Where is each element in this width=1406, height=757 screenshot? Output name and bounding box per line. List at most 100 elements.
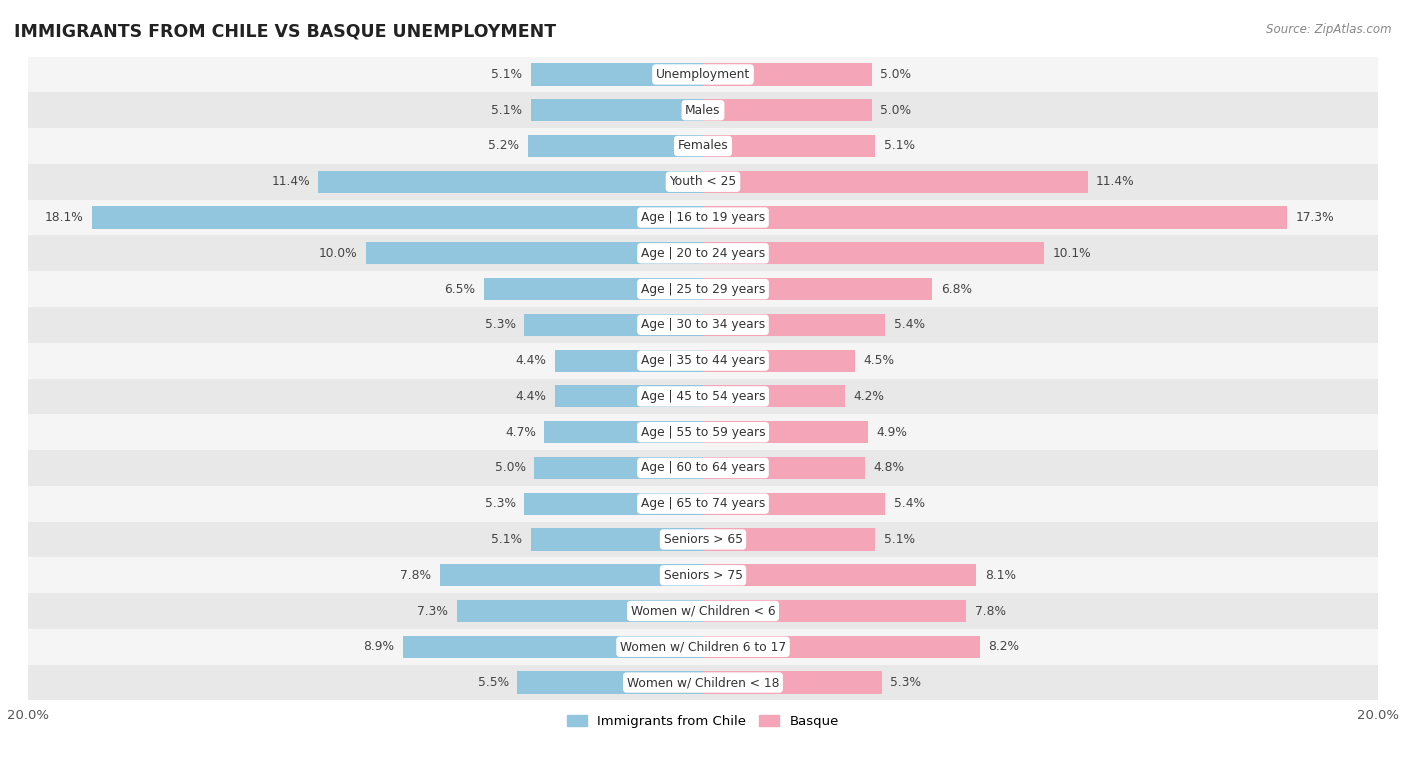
Bar xyxy=(531,64,703,86)
Text: 6.5%: 6.5% xyxy=(444,282,475,295)
Bar xyxy=(703,170,1088,193)
Text: 5.0%: 5.0% xyxy=(880,68,911,81)
Bar xyxy=(703,99,872,121)
Text: 5.1%: 5.1% xyxy=(883,533,914,546)
Bar xyxy=(703,528,875,550)
Bar xyxy=(703,493,886,515)
Text: Age | 65 to 74 years: Age | 65 to 74 years xyxy=(641,497,765,510)
Legend: Immigrants from Chile, Basque: Immigrants from Chile, Basque xyxy=(561,709,845,734)
Text: Unemployment: Unemployment xyxy=(655,68,751,81)
Bar xyxy=(28,307,1378,343)
Text: 4.2%: 4.2% xyxy=(853,390,884,403)
Bar xyxy=(28,200,1378,235)
Text: Age | 35 to 44 years: Age | 35 to 44 years xyxy=(641,354,765,367)
Bar xyxy=(28,593,1378,629)
Bar xyxy=(703,64,872,86)
Text: 4.9%: 4.9% xyxy=(877,425,908,438)
Bar xyxy=(524,493,703,515)
Bar xyxy=(517,671,703,693)
Text: 5.2%: 5.2% xyxy=(488,139,519,152)
Bar xyxy=(527,135,703,157)
Bar xyxy=(703,456,865,479)
Bar xyxy=(703,350,855,372)
Text: Age | 20 to 24 years: Age | 20 to 24 years xyxy=(641,247,765,260)
Text: 5.3%: 5.3% xyxy=(485,497,516,510)
Text: 6.8%: 6.8% xyxy=(941,282,972,295)
Text: 5.5%: 5.5% xyxy=(478,676,509,689)
Text: Women w/ Children 6 to 17: Women w/ Children 6 to 17 xyxy=(620,640,786,653)
Text: Age | 60 to 64 years: Age | 60 to 64 years xyxy=(641,462,765,475)
Text: Age | 25 to 29 years: Age | 25 to 29 years xyxy=(641,282,765,295)
Bar xyxy=(703,207,1286,229)
Text: 4.5%: 4.5% xyxy=(863,354,894,367)
Text: 7.8%: 7.8% xyxy=(401,569,432,581)
Text: 5.4%: 5.4% xyxy=(894,319,925,332)
Bar xyxy=(703,600,966,622)
Text: Women w/ Children < 6: Women w/ Children < 6 xyxy=(631,605,775,618)
Text: 17.3%: 17.3% xyxy=(1295,211,1334,224)
Text: 4.4%: 4.4% xyxy=(515,390,546,403)
Bar xyxy=(544,421,703,444)
Text: Males: Males xyxy=(685,104,721,117)
Bar xyxy=(531,99,703,121)
Bar xyxy=(703,313,886,336)
Text: 8.9%: 8.9% xyxy=(363,640,394,653)
Text: Youth < 25: Youth < 25 xyxy=(669,176,737,188)
Text: 5.1%: 5.1% xyxy=(883,139,914,152)
Bar xyxy=(28,235,1378,271)
Bar xyxy=(28,486,1378,522)
Bar xyxy=(703,385,845,407)
Text: 11.4%: 11.4% xyxy=(1097,176,1135,188)
Bar xyxy=(318,170,703,193)
Text: 4.8%: 4.8% xyxy=(873,462,904,475)
Bar xyxy=(484,278,703,301)
Bar xyxy=(28,271,1378,307)
Bar xyxy=(534,456,703,479)
Text: 5.0%: 5.0% xyxy=(880,104,911,117)
Text: 8.2%: 8.2% xyxy=(988,640,1019,653)
Bar xyxy=(28,665,1378,700)
Text: 7.3%: 7.3% xyxy=(418,605,449,618)
Text: Seniors > 75: Seniors > 75 xyxy=(664,569,742,581)
Text: 7.8%: 7.8% xyxy=(974,605,1005,618)
Bar xyxy=(554,350,703,372)
Bar xyxy=(28,343,1378,378)
Bar xyxy=(402,636,703,658)
Text: IMMIGRANTS FROM CHILE VS BASQUE UNEMPLOYMENT: IMMIGRANTS FROM CHILE VS BASQUE UNEMPLOY… xyxy=(14,23,557,41)
Bar xyxy=(28,450,1378,486)
Bar xyxy=(703,242,1043,264)
Text: Age | 16 to 19 years: Age | 16 to 19 years xyxy=(641,211,765,224)
Bar xyxy=(28,92,1378,128)
Bar xyxy=(28,57,1378,92)
Text: Seniors > 65: Seniors > 65 xyxy=(664,533,742,546)
Bar xyxy=(28,557,1378,593)
Text: Age | 30 to 34 years: Age | 30 to 34 years xyxy=(641,319,765,332)
Bar xyxy=(93,207,703,229)
Bar xyxy=(440,564,703,587)
Bar xyxy=(524,313,703,336)
Text: Females: Females xyxy=(678,139,728,152)
Text: 5.4%: 5.4% xyxy=(894,497,925,510)
Bar xyxy=(457,600,703,622)
Bar xyxy=(703,671,882,693)
Text: 11.4%: 11.4% xyxy=(271,176,309,188)
Text: 4.4%: 4.4% xyxy=(515,354,546,367)
Text: 10.1%: 10.1% xyxy=(1052,247,1091,260)
Text: 5.1%: 5.1% xyxy=(492,68,523,81)
Text: Age | 45 to 54 years: Age | 45 to 54 years xyxy=(641,390,765,403)
Bar xyxy=(366,242,703,264)
Text: 4.7%: 4.7% xyxy=(505,425,536,438)
Text: Women w/ Children < 18: Women w/ Children < 18 xyxy=(627,676,779,689)
Text: Source: ZipAtlas.com: Source: ZipAtlas.com xyxy=(1267,23,1392,36)
Bar xyxy=(703,636,980,658)
Bar xyxy=(28,128,1378,164)
Bar xyxy=(28,378,1378,414)
Bar xyxy=(28,414,1378,450)
Bar xyxy=(703,421,869,444)
Bar xyxy=(703,564,976,587)
Bar xyxy=(554,385,703,407)
Text: Age | 55 to 59 years: Age | 55 to 59 years xyxy=(641,425,765,438)
Bar xyxy=(531,528,703,550)
Text: 5.0%: 5.0% xyxy=(495,462,526,475)
Text: 5.1%: 5.1% xyxy=(492,104,523,117)
